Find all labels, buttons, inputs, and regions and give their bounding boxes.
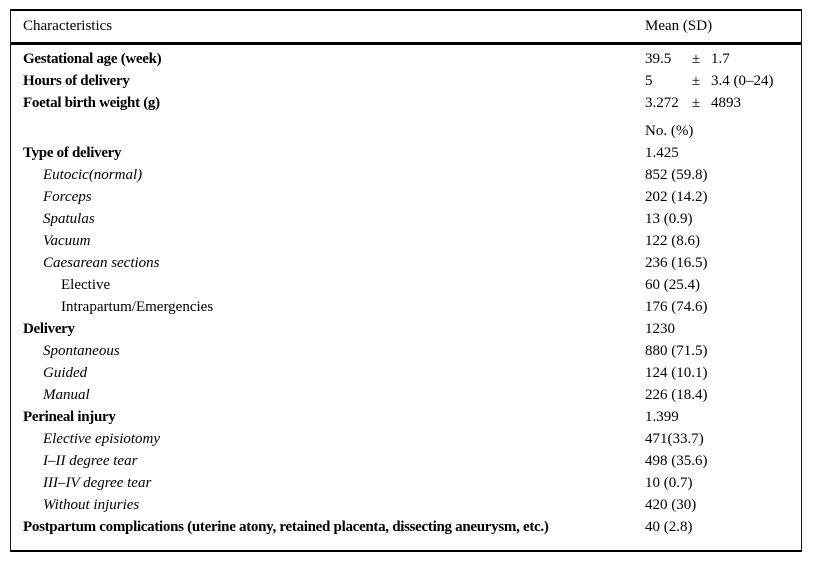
row-value: 122 (8.6): [645, 233, 700, 249]
table-row: Hours of delivery 5 ±3.4 (0–24): [11, 70, 801, 92]
row-value: 226 (18.4): [645, 387, 708, 403]
mean-value: 5: [645, 73, 653, 89]
table-row: Delivery 1230: [11, 318, 801, 340]
plus-minus-sign: ±: [691, 73, 701, 89]
row-label: Spatulas: [43, 211, 95, 227]
row-value: 498 (35.6): [645, 453, 708, 469]
table-row: III–IV degree tear 10 (0.7): [11, 472, 801, 494]
table-header-row: Characteristics Mean (SD): [11, 11, 801, 45]
row-label: Delivery: [23, 321, 75, 337]
table-row: Perineal injury 1.399: [11, 406, 801, 428]
row-label: Gestational age (week): [23, 51, 162, 67]
row-label: Elective: [61, 277, 111, 293]
table-row: Caesarean sections 236 (16.5): [11, 252, 801, 274]
table-row: Type of delivery 1.425: [11, 142, 801, 164]
plus-minus-sign: ±: [691, 51, 701, 67]
column-subheader-no-pct: No. (%): [645, 123, 694, 139]
row-label: Perineal injury: [23, 409, 116, 425]
row-value: 176 (74.6): [645, 299, 708, 315]
mean-value: 3.272: [645, 95, 679, 111]
table-row: Spontaneous 880 (71.5): [11, 340, 801, 362]
row-value: 39.5 ±1.7: [645, 48, 801, 70]
table-row: Elective 60 (25.4): [11, 274, 801, 296]
table-row: Intrapartum/Emergencies 176 (74.6): [11, 296, 801, 318]
row-value: 1.399: [645, 409, 679, 425]
table-row: Vacuum 122 (8.6): [11, 230, 801, 252]
row-value: 124 (10.1): [645, 365, 708, 381]
row-value: 13 (0.9): [645, 211, 693, 227]
table-row: I–II degree tear 498 (35.6): [11, 450, 801, 472]
table-row: Gestational age (week) 39.5 ±1.7: [11, 48, 801, 70]
row-value: 10 (0.7): [645, 475, 693, 491]
table-row: Elective episiotomy 471(33.7): [11, 428, 801, 450]
row-value: 471(33.7): [645, 431, 704, 447]
row-value: 852 (59.8): [645, 167, 708, 183]
column-header-mean-sd: Mean (SD): [645, 18, 713, 34]
characteristics-table: Characteristics Mean (SD) Gestational ag…: [10, 9, 802, 552]
plus-minus-sign: ±: [691, 95, 701, 111]
row-label: Elective episiotomy: [43, 431, 161, 447]
row-label: Type of delivery: [23, 145, 122, 161]
row-value: 202 (14.2): [645, 189, 708, 205]
row-label: Postpartum complications (uterine atony,…: [23, 519, 549, 535]
row-label: III–IV degree tear: [43, 475, 152, 491]
row-label: Forceps: [43, 189, 92, 205]
column-header-characteristics: Characteristics: [23, 18, 113, 34]
row-value: 1.425: [645, 145, 679, 161]
row-label: Caesarean sections: [43, 255, 160, 271]
table-row: No. (%): [11, 114, 801, 142]
row-label: Eutocic(normal): [43, 167, 143, 183]
row-label: Intrapartum/Emergencies: [61, 299, 214, 315]
row-value: 880 (71.5): [645, 343, 708, 359]
table-row: Postpartum complications (uterine atony,…: [11, 516, 801, 538]
sd-value: 3.4 (0–24): [711, 73, 774, 89]
row-label: Foetal birth weight (g): [23, 95, 160, 111]
row-value: 420 (30): [645, 497, 697, 513]
table-row: Guided 124 (10.1): [11, 362, 801, 384]
row-value: 236 (16.5): [645, 255, 708, 271]
table-row: Without injuries 420 (30): [11, 494, 801, 516]
row-label: Without injuries: [43, 497, 140, 513]
row-value: 40 (2.8): [645, 519, 693, 535]
row-value: 5 ±3.4 (0–24): [645, 70, 801, 92]
row-value: 1230: [645, 321, 675, 337]
row-label: Hours of delivery: [23, 73, 130, 89]
row-label: Manual: [43, 387, 90, 403]
mean-value: 39.5: [645, 51, 672, 67]
table-row: Spatulas 13 (0.9): [11, 208, 801, 230]
table-body: Gestational age (week) 39.5 ±1.7 Hours of…: [11, 45, 801, 538]
row-label: I–II degree tear: [43, 453, 138, 469]
row-label: Vacuum: [43, 233, 91, 249]
row-label: Spontaneous: [43, 343, 120, 359]
row-value: 3.272 ±4893: [645, 92, 801, 114]
sd-value: 4893: [711, 95, 741, 111]
table-row: Forceps 202 (14.2): [11, 186, 801, 208]
table-row: Foetal birth weight (g) 3.272 ±4893: [11, 92, 801, 114]
row-label: Guided: [43, 365, 88, 381]
row-value: 60 (25.4): [645, 277, 700, 293]
sd-value: 1.7: [711, 51, 730, 67]
table-row: Eutocic(normal) 852 (59.8): [11, 164, 801, 186]
table-row: Manual 226 (18.4): [11, 384, 801, 406]
